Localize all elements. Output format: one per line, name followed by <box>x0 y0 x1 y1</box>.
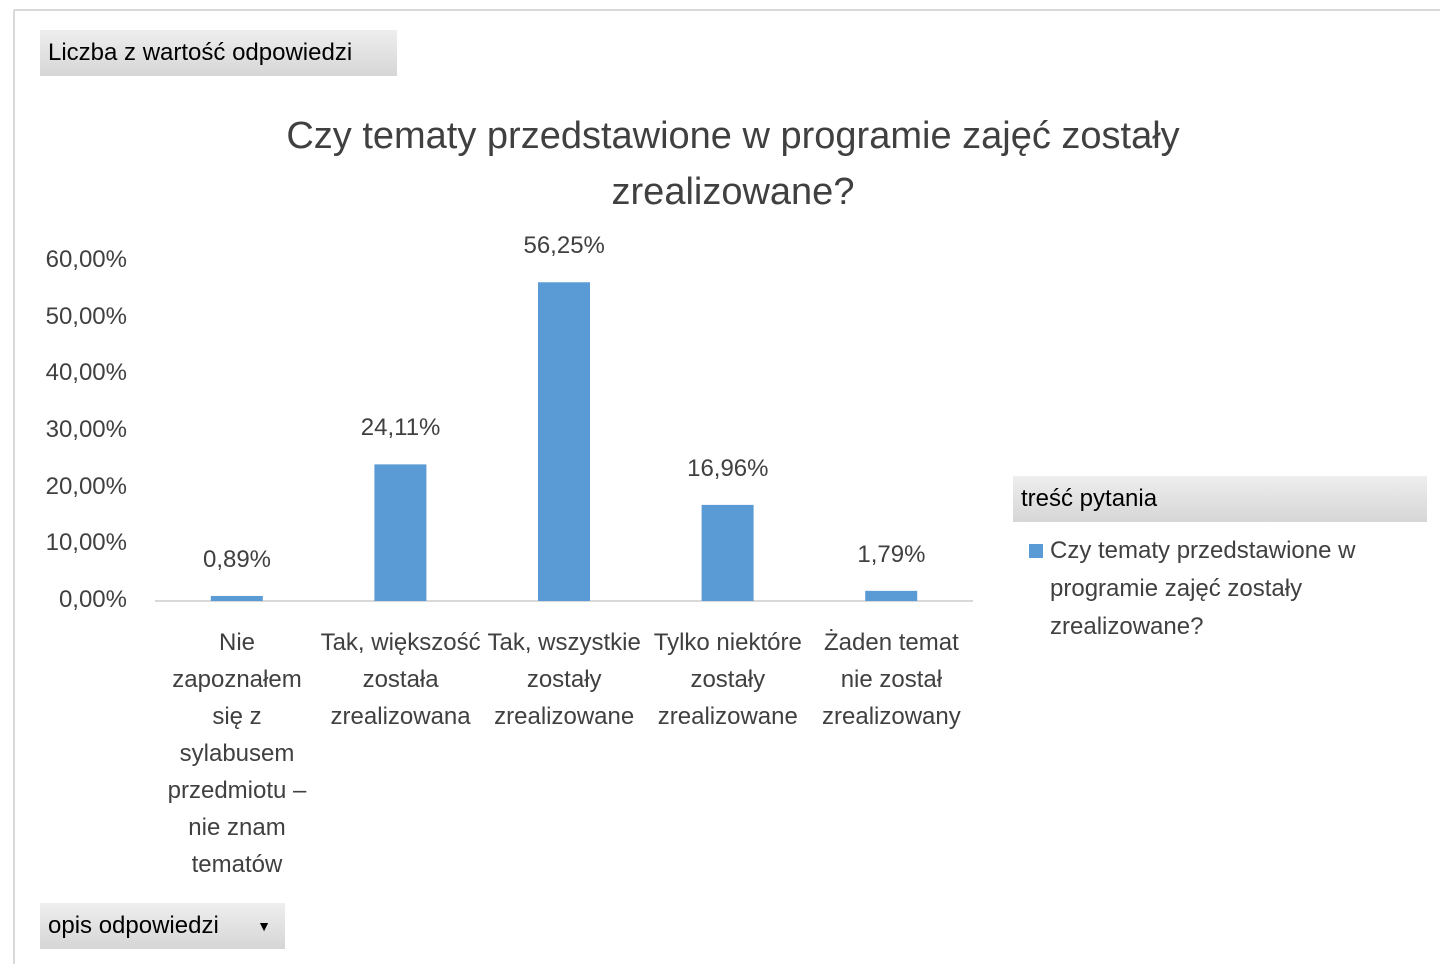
bar <box>701 504 754 601</box>
data-label: 1,79% <box>857 540 926 568</box>
dropdown-arrow[interactable]: ▼ <box>257 918 271 934</box>
data-label: 16,96% <box>687 454 769 482</box>
axis-field-label[interactable]: opis odpowiedzi <box>48 912 219 939</box>
bar <box>374 464 427 601</box>
x-tick-label: Tak, większość została zrealizowana <box>320 629 481 730</box>
bar <box>210 595 263 601</box>
y-tick-label: 0,00% <box>58 586 127 613</box>
y-tick-label: 20,00% <box>45 472 127 500</box>
legend-swatch <box>1029 544 1043 558</box>
y-tick-label: 50,00% <box>45 302 127 330</box>
axis-field-button[interactable]: opis odpowiedzi ▼ <box>40 903 285 949</box>
x-tick-label: Tylko niektóre zostały zrealizowane <box>653 629 802 730</box>
x-tick-label: Żaden temat nie został zrealizowany <box>822 629 961 730</box>
data-label: 56,25% <box>523 232 605 260</box>
value-field-button[interactable]: Liczba z wartość odpowiedzi <box>40 30 397 76</box>
y-tick-label: 60,00% <box>45 246 127 273</box>
x-tick-label: Tak, wszystkie zostały zrealizowane <box>487 629 641 730</box>
chart-title: Czy tematy przedstawione w programie zaj… <box>286 115 1180 213</box>
legend-field-button[interactable]: treść pytania <box>1013 476 1427 522</box>
data-label: 24,11% <box>360 414 441 442</box>
data-label: 0,89% <box>202 545 272 573</box>
y-tick-label: 10,00% <box>45 529 127 557</box>
y-tick-label: 30,00% <box>45 416 127 443</box>
legend-entry: Czy tematy przedstawione w programie zaj… <box>1050 537 1356 640</box>
x-tick-label: Nie zapoznałem się z sylabusem przedmiot… <box>167 629 307 878</box>
bar <box>865 590 918 601</box>
y-tick-label: 40,00% <box>45 359 127 387</box>
bar <box>538 282 590 601</box>
